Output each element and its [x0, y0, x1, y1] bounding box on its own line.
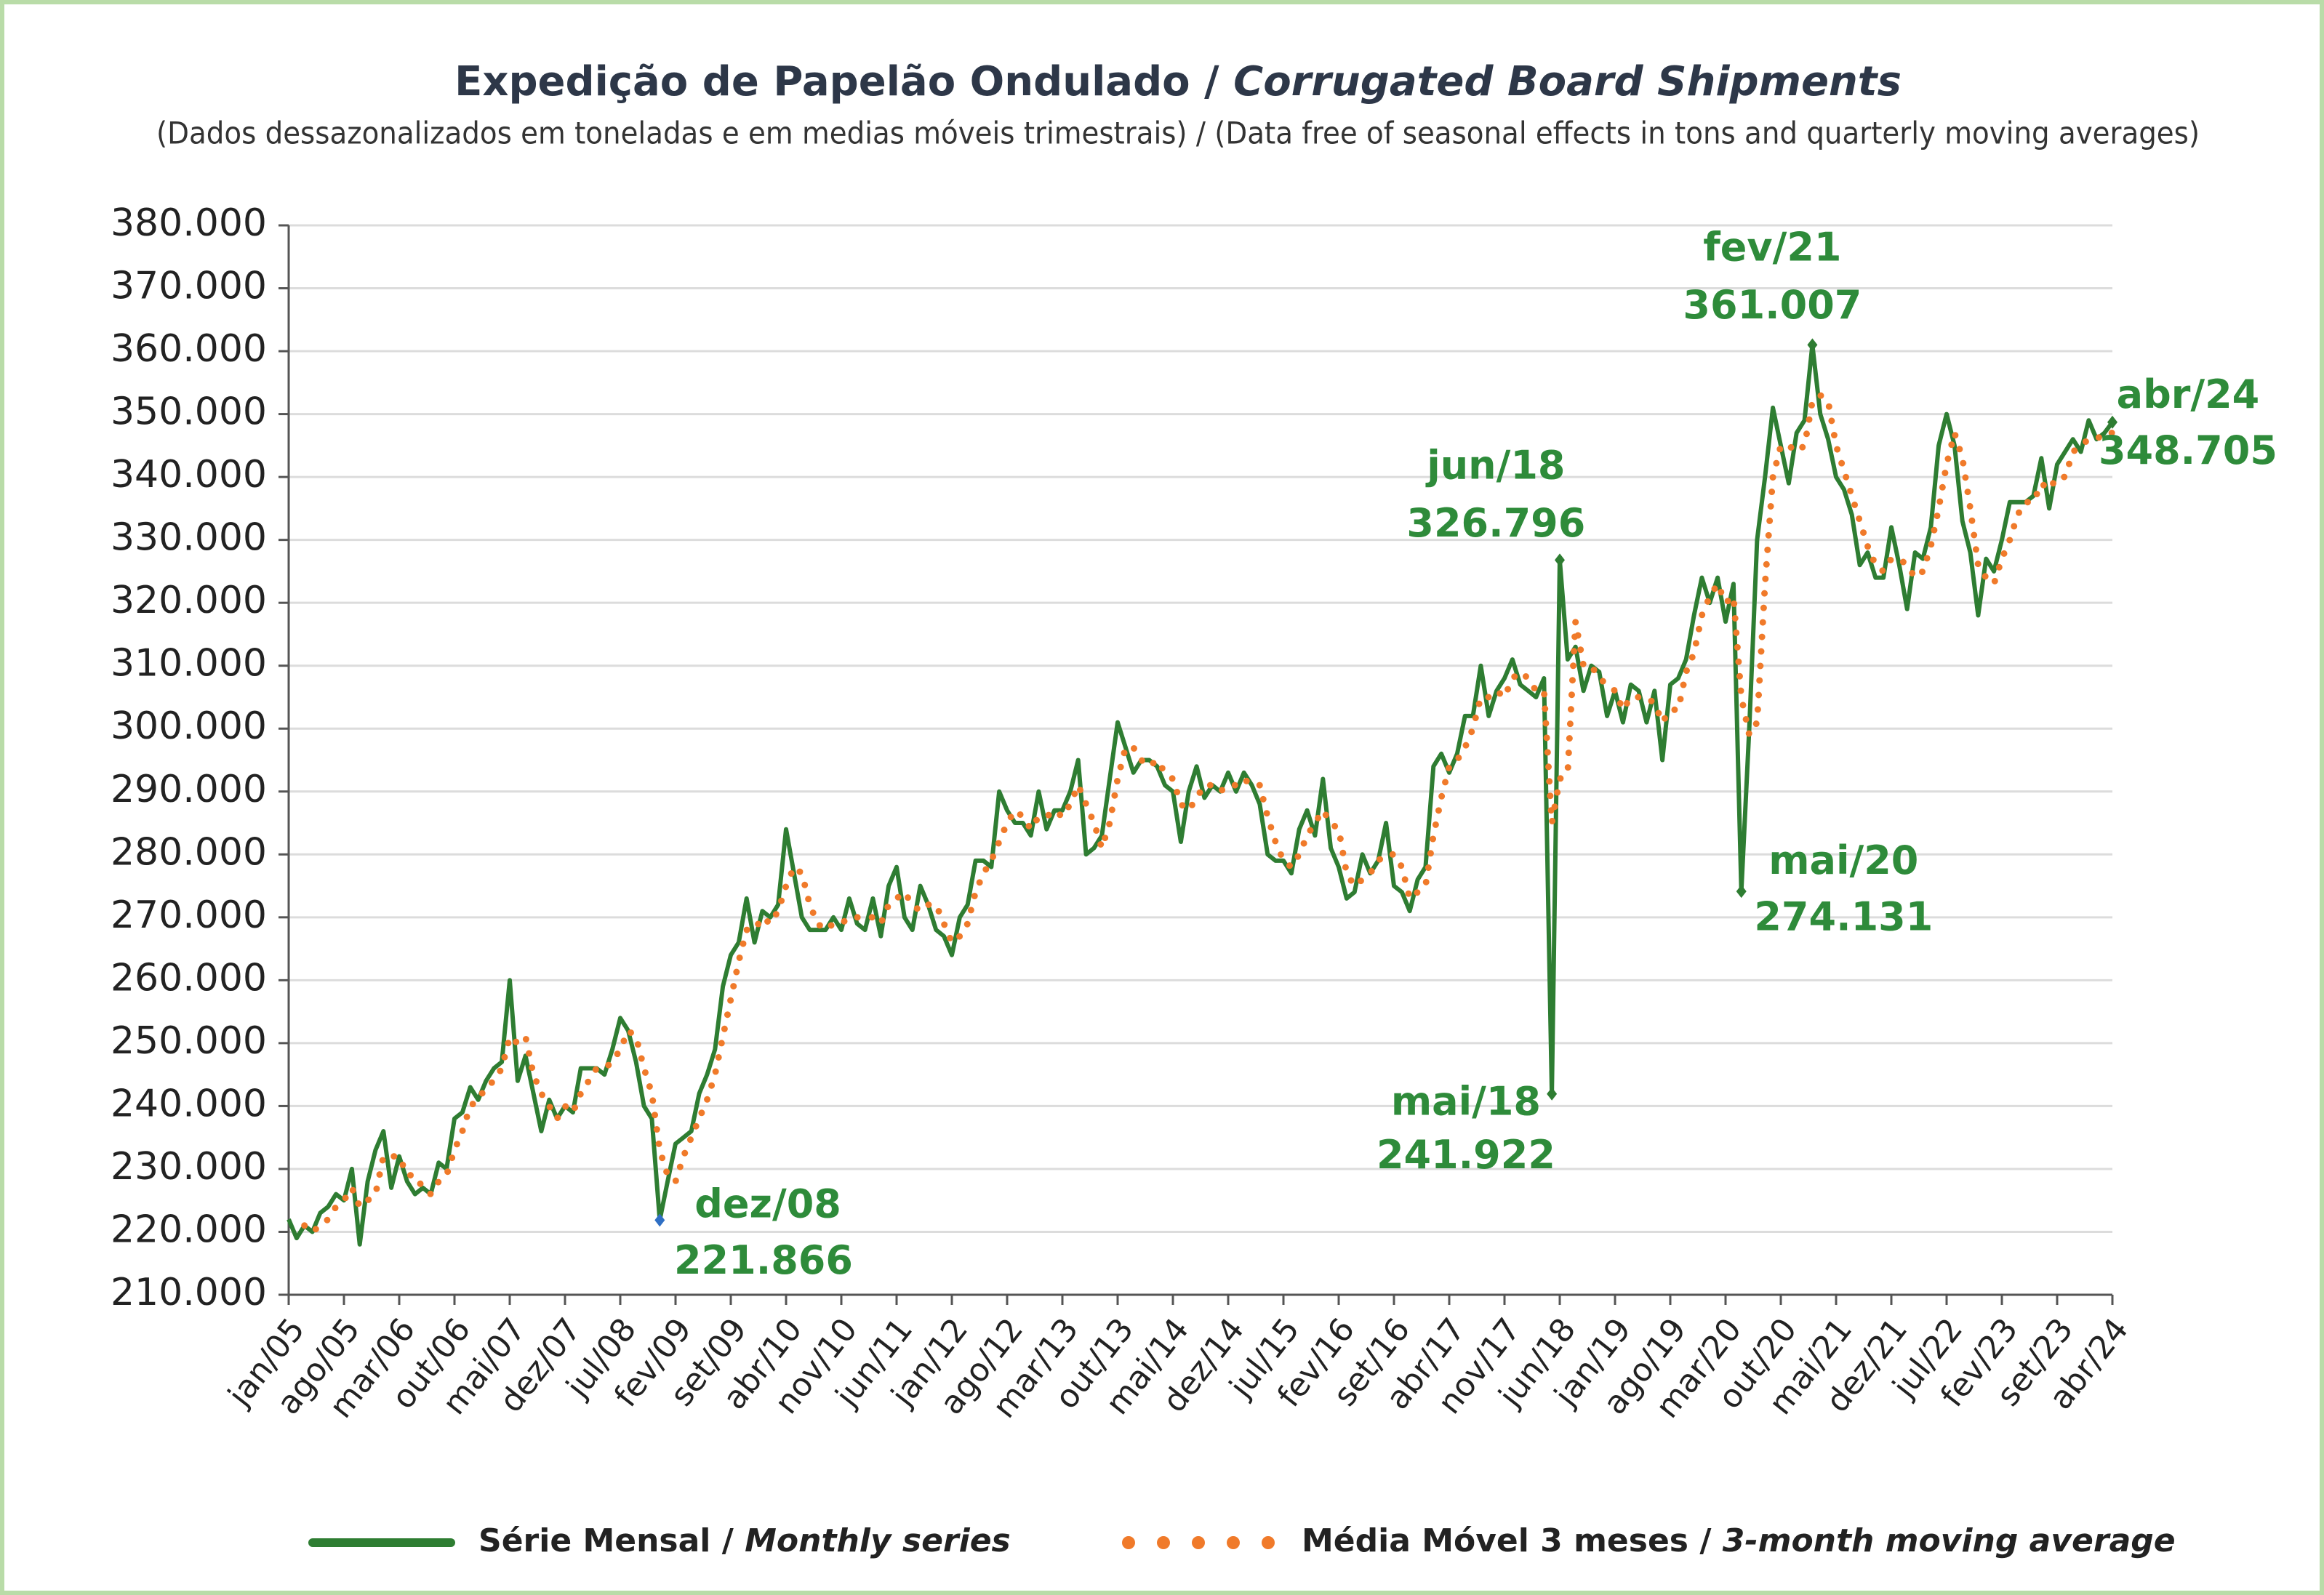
y-tick-label: 220.000	[111, 1208, 267, 1251]
y-tick-label: 290.000	[111, 768, 267, 811]
y-tick-label: 320.000	[111, 579, 267, 622]
y-tick-label: 280.000	[111, 830, 267, 874]
y-tick-label: 240.000	[111, 1082, 267, 1125]
legend-name: Série Mensal /	[478, 1522, 734, 1559]
annotation-date: abr/24	[2117, 371, 2260, 417]
title-pt: Expedição de Papelão Ondulado /	[454, 58, 1219, 105]
y-tick-label: 210.000	[111, 1271, 267, 1314]
annotation-date: mai/20	[1768, 837, 1918, 883]
annotation-date: mai/18	[1391, 1079, 1541, 1125]
annotation-marker	[1807, 338, 1818, 352]
legend-label: Série Mensal / Monthly series	[478, 1522, 1011, 1559]
y-tick-label: 360.000	[111, 327, 267, 371]
y-tick-label: 260.000	[111, 956, 267, 1000]
annotation-value: 241.922	[1377, 1132, 1555, 1178]
chart-title: Expedição de Papelão Ondulado / Corrugat…	[454, 58, 1902, 105]
annotation-value: 361.007	[1683, 282, 1862, 328]
annotation-value: 274.131	[1754, 893, 1933, 939]
y-tick-label: 350.000	[111, 390, 267, 434]
y-tick-label: 370.000	[111, 265, 267, 308]
y-tick-label: 380.000	[111, 201, 267, 245]
annotation-marker	[654, 1213, 665, 1227]
annotation-date: jun/18	[1425, 443, 1565, 489]
y-tick-label: 230.000	[111, 1145, 267, 1189]
annotation-marker	[1555, 553, 1565, 567]
annotation-marker	[1736, 885, 1747, 899]
y-tick-label: 270.000	[111, 893, 267, 937]
annotation-marker	[2107, 415, 2117, 429]
moving-average-line	[301, 392, 2116, 1235]
annotation-value: 348.705	[2099, 427, 2277, 473]
y-tick-label: 330.000	[111, 516, 267, 560]
annotation-value: 221.866	[674, 1237, 853, 1283]
annotation-value: 326.796	[1406, 500, 1585, 546]
legend-name: Média Móvel 3 meses /	[1302, 1522, 1712, 1559]
y-tick-label: 310.000	[111, 642, 267, 686]
title-en: Corrugated Board Shipments	[1233, 58, 1902, 105]
annotation-date: dez/08	[694, 1181, 841, 1227]
annotation-date: fev/21	[1703, 225, 1841, 270]
monthly-line	[287, 342, 2115, 1247]
y-tick-label: 300.000	[111, 704, 267, 748]
y-tick-label: 250.000	[111, 1019, 267, 1063]
legend-name-en: 3-month moving average	[1723, 1522, 2176, 1559]
legend: Série Mensal / Monthly series Média Móvel…	[308, 1522, 2176, 1559]
y-tick-label: 340.000	[111, 453, 267, 497]
legend-label: Média Móvel 3 meses / 3-month moving ave…	[1302, 1522, 2176, 1559]
legend-name-en: Monthly series	[745, 1522, 1011, 1559]
annotation-marker	[1547, 1087, 1558, 1101]
chart-subtitle: (Dados dessazonalizados em toneladas e e…	[156, 116, 2200, 151]
plot: dez/08 221.866 mai/18 241.922 jun/18 326.796 m…	[287, 225, 2277, 1283]
